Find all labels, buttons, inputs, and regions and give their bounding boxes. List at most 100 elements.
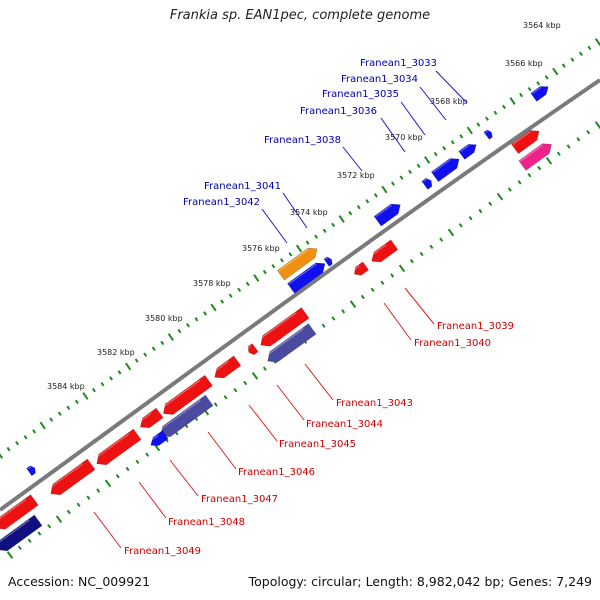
gene-arrow-3037-shape bbox=[421, 177, 433, 190]
ring-tick bbox=[381, 185, 388, 194]
gene-arrow-3040[interactable] bbox=[351, 261, 370, 278]
gene-arrow-3043b[interactable] bbox=[264, 323, 317, 367]
gene-arrow-3035[interactable] bbox=[458, 141, 479, 160]
reverse-gene-label[interactable]: Franean1_3043 bbox=[336, 398, 413, 409]
gene-arrow-3043[interactable] bbox=[257, 307, 310, 351]
forward-leader-line bbox=[282, 192, 308, 229]
gene-arrow-3041[interactable] bbox=[323, 256, 334, 267]
gene-arrow-3038-shape bbox=[373, 203, 401, 227]
forward-gene-label[interactable]: Franean1_3034 bbox=[341, 74, 418, 85]
ring-tick bbox=[125, 362, 132, 371]
gene-arrow-3034[interactable] bbox=[483, 129, 494, 140]
kbp-tick-label: 3568 kbp bbox=[430, 97, 468, 106]
reverse-gene-label[interactable]: Franean1_3048 bbox=[168, 517, 245, 528]
forward-gene-label[interactable]: Franean1_3036 bbox=[300, 106, 377, 117]
reverse-gene-label[interactable]: Franean1_3046 bbox=[238, 467, 315, 478]
gene-arrow-3033[interactable] bbox=[530, 83, 551, 102]
gene-arrow-3043-highlight bbox=[258, 312, 297, 341]
gene-arrow-3045-shape bbox=[214, 355, 242, 379]
gene-arrow-3040-shape bbox=[353, 261, 370, 276]
gene-arrow-3049b[interactable] bbox=[0, 514, 43, 555]
gene-arrow-small-left[interactable] bbox=[26, 464, 38, 477]
gene-arrow-3033-shape bbox=[530, 86, 549, 102]
ring-tick bbox=[279, 258, 284, 263]
ring-tick bbox=[466, 126, 473, 135]
gene-arrow-3049[interactable] bbox=[0, 494, 39, 534]
ring-tick bbox=[459, 134, 464, 139]
ring-tick bbox=[365, 199, 370, 204]
gene-arrow-3047b-shape bbox=[150, 430, 169, 446]
ring-tick bbox=[527, 86, 532, 92]
forward-gene-label[interactable]: Franean1_3038 bbox=[264, 135, 341, 146]
reverse-gene-label[interactable]: Franean1_3047 bbox=[201, 494, 278, 505]
ring-tick bbox=[251, 372, 259, 380]
reverse-leader-line bbox=[169, 459, 199, 497]
gene-arrow-3046[interactable] bbox=[160, 374, 213, 418]
ring-tick bbox=[177, 328, 182, 334]
gene-arrow-3040-highlight bbox=[352, 265, 360, 271]
ring-tick bbox=[331, 316, 336, 321]
kbp-tick-label: 3566 kbp bbox=[505, 59, 543, 68]
gene-arrow-3037[interactable] bbox=[421, 177, 434, 190]
gene-arrow-pink[interactable] bbox=[518, 140, 555, 171]
gene-arrow-3048[interactable] bbox=[93, 428, 142, 469]
gene-arrow-3044[interactable] bbox=[246, 343, 259, 357]
ring-tick bbox=[134, 358, 139, 363]
ring-tick bbox=[587, 45, 592, 51]
ring-tick bbox=[143, 352, 148, 357]
gene-arrow-3045[interactable] bbox=[211, 355, 242, 382]
ring-tick bbox=[544, 75, 549, 80]
ring-tick bbox=[348, 210, 353, 216]
reverse-gene-label[interactable]: Franean1_3039 bbox=[437, 321, 514, 332]
reverse-gene-label[interactable]: Franean1_3044 bbox=[306, 419, 383, 430]
reverse-gene-label[interactable]: Franean1_3049 bbox=[124, 546, 201, 557]
ring-tick bbox=[390, 273, 395, 278]
ring-tick bbox=[262, 269, 267, 275]
reverse-leader-line bbox=[383, 302, 412, 341]
ring-tick bbox=[135, 459, 140, 465]
ring-tick bbox=[398, 264, 406, 273]
ring-tick bbox=[321, 323, 326, 328]
ring-tick bbox=[433, 151, 438, 157]
ring-tick bbox=[424, 156, 431, 164]
kbp-tick-label: 3572 kbp bbox=[337, 171, 375, 180]
ring-tick bbox=[408, 169, 413, 175]
ring-tick bbox=[439, 237, 444, 242]
ring-tick bbox=[391, 181, 395, 186]
forward-gene-label[interactable]: Franean1_3041 bbox=[204, 181, 281, 192]
gene-arrow-3038[interactable] bbox=[373, 200, 404, 227]
gene-arrow-3047b[interactable] bbox=[148, 430, 169, 450]
forward-gene-label[interactable]: Franean1_3033 bbox=[360, 58, 437, 69]
ring-tick bbox=[253, 274, 260, 282]
gene-arrow-3042b[interactable] bbox=[276, 244, 320, 281]
ring-tick bbox=[82, 392, 89, 400]
gene-arrow-3036[interactable] bbox=[430, 154, 462, 183]
ring-tick bbox=[556, 151, 561, 156]
gene-arrow-3037-highlight bbox=[422, 178, 428, 183]
kbp-tick-label: 3582 kbp bbox=[97, 348, 135, 357]
ring-tick bbox=[32, 429, 37, 434]
gene-arrow-small-left-shape bbox=[26, 465, 36, 477]
gene-arrow-pink-shape bbox=[518, 143, 552, 171]
ring-tick bbox=[450, 140, 455, 145]
gene-arrow-3044-highlight bbox=[246, 345, 252, 350]
reverse-gene-label[interactable]: Franean1_3040 bbox=[414, 338, 491, 349]
gene-arrow-red-upper[interactable] bbox=[510, 126, 542, 155]
reverse-gene-label[interactable]: Franean1_3045 bbox=[279, 439, 356, 450]
ring-tick bbox=[74, 399, 79, 405]
forward-gene-label[interactable]: Franean1_3035 bbox=[322, 89, 399, 100]
ring-tick bbox=[360, 294, 365, 300]
ring-tick bbox=[519, 92, 524, 98]
gene-arrow-3042-shape bbox=[287, 262, 326, 294]
gene-arrow-3047[interactable] bbox=[137, 407, 164, 432]
ring-tick bbox=[92, 387, 96, 393]
ring-tick bbox=[314, 234, 319, 239]
gene-arrow-3042b-shape bbox=[276, 247, 318, 281]
gene-arrow-3042[interactable] bbox=[287, 259, 328, 294]
ring-tick bbox=[243, 380, 248, 386]
gene-arrow-3048b[interactable] bbox=[47, 458, 96, 499]
kbp-tick-label: 3580 kbp bbox=[145, 314, 183, 323]
forward-gene-label[interactable]: Franean1_3042 bbox=[183, 197, 260, 208]
gene-arrow-3039[interactable] bbox=[368, 239, 399, 266]
